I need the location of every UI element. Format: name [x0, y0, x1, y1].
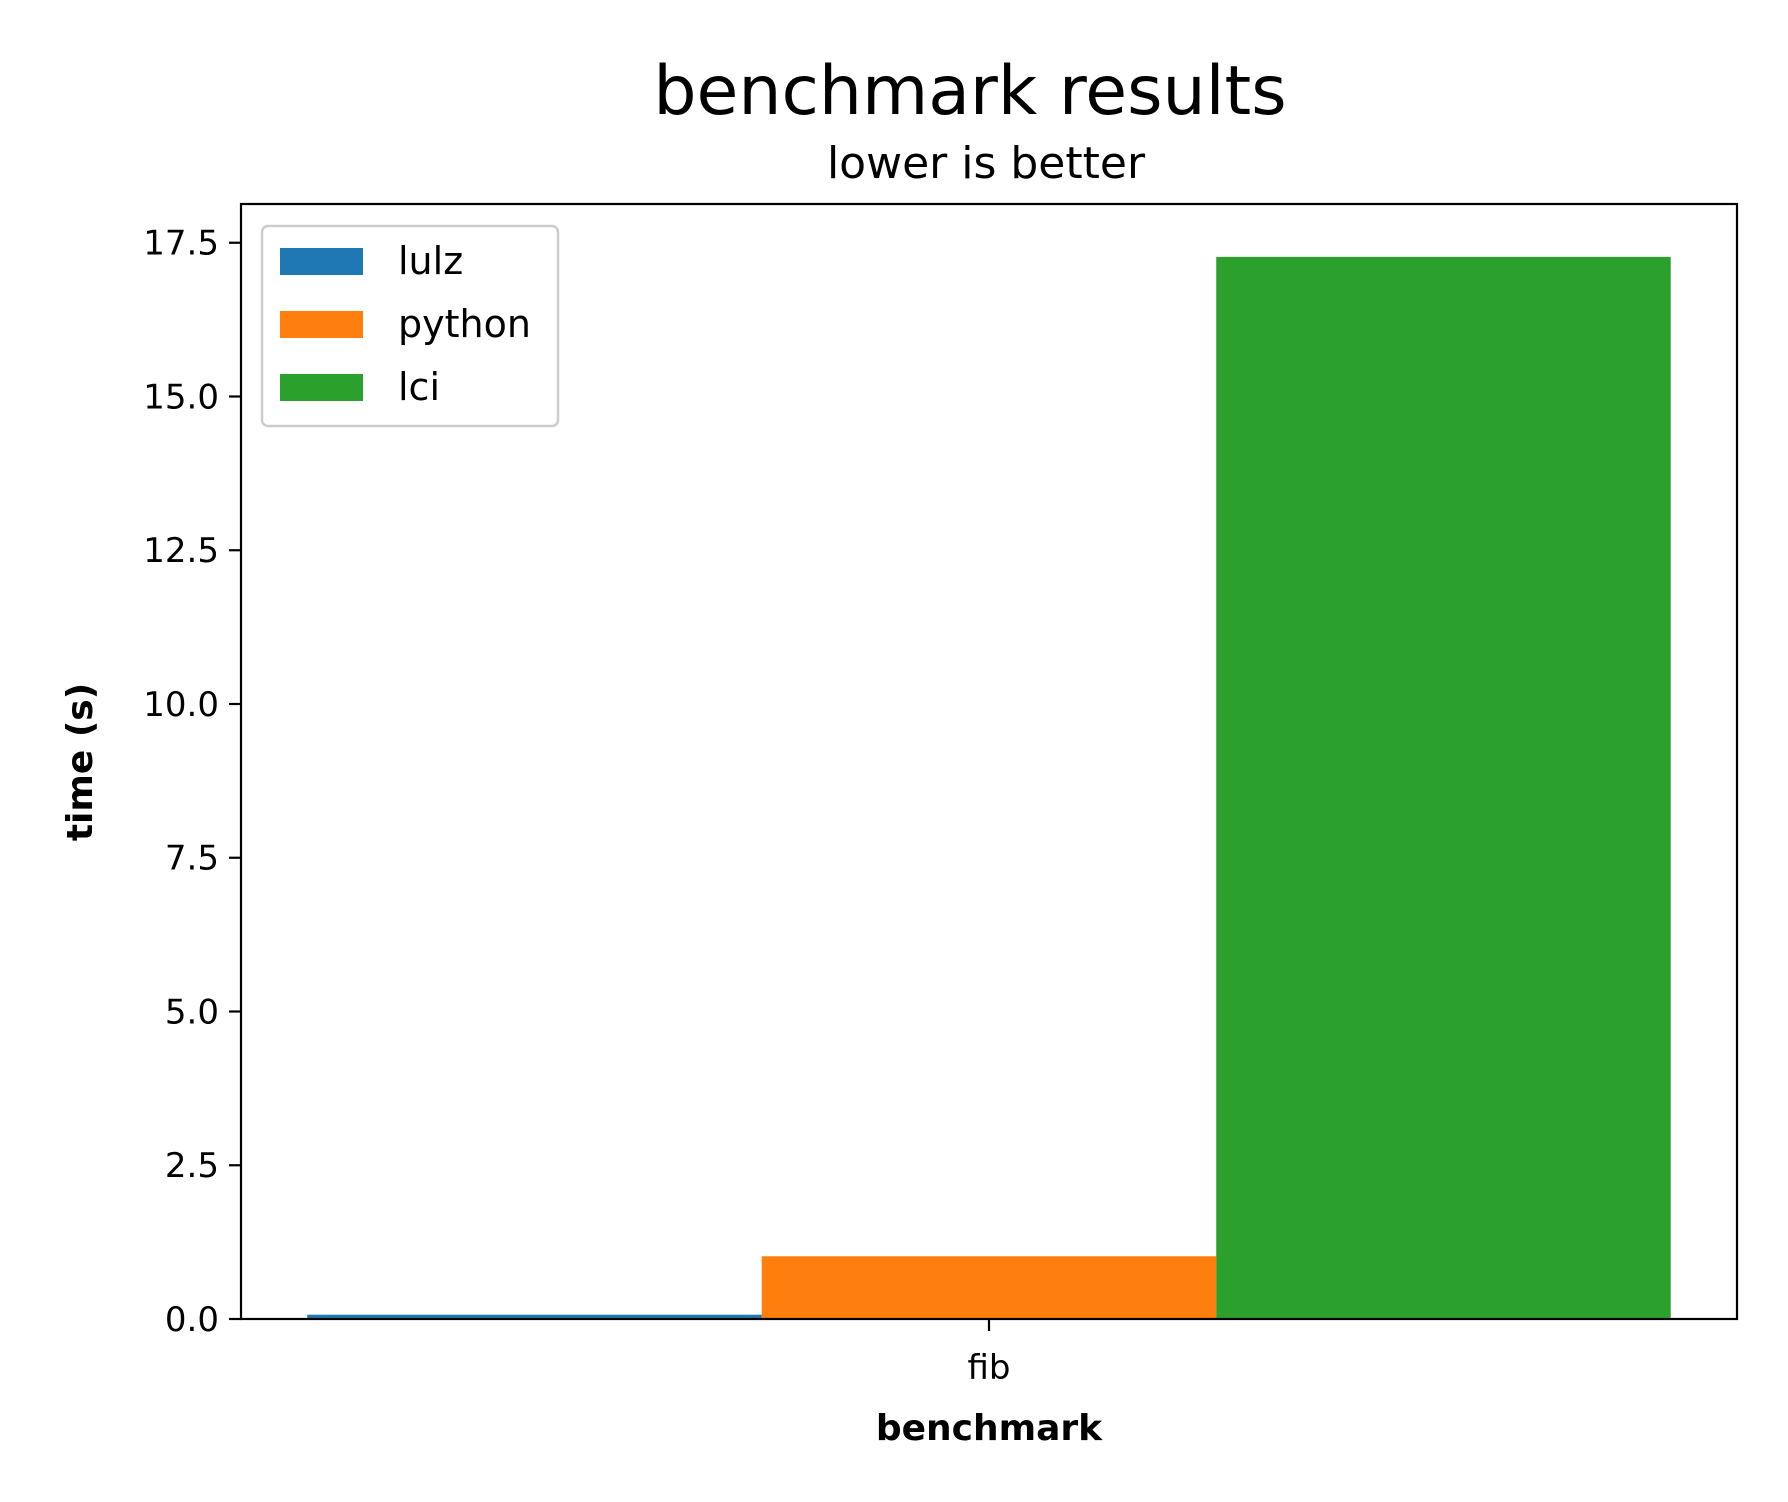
y-tick-label: 5.0 [165, 992, 219, 1032]
legend-swatch-lulz [280, 248, 363, 275]
y-tick-label: 10.0 [143, 685, 219, 725]
x-tick-label: fib [968, 1348, 1011, 1388]
legend: lulz python lci [260, 224, 560, 428]
legend-swatch-python [280, 311, 363, 338]
y-axis: 0.0 2.5 5.0 7.5 10.0 12.5 15.0 17.5 [143, 224, 241, 1340]
y-tick-label: 17.5 [143, 224, 219, 264]
legend-label-lci: lci [398, 365, 440, 409]
y-tick-label: 0.0 [165, 1300, 219, 1340]
bar-lulz-fib [307, 1314, 762, 1319]
y-tick-label: 7.5 [165, 839, 219, 879]
y-axis-label: time (s) [60, 683, 101, 841]
legend-swatch-lci [280, 374, 363, 401]
chart-title: benchmark results [653, 52, 1286, 131]
x-axis: fib [968, 1319, 1011, 1388]
bar-lci-fib [1216, 256, 1671, 1319]
bars-group [307, 256, 1671, 1319]
bar-python-fib [761, 1256, 1217, 1319]
legend-label-python: python [398, 302, 531, 346]
y-tick-label: 12.5 [143, 531, 219, 571]
plot-frame [239, 202, 1739, 1321]
y-tick-label: 15.0 [143, 377, 219, 417]
chart-subtitle: lower is better [827, 138, 1146, 189]
x-axis-label: benchmark [876, 1408, 1103, 1449]
y-tick-label: 2.5 [165, 1146, 219, 1186]
legend-label-lulz: lulz [398, 239, 463, 283]
